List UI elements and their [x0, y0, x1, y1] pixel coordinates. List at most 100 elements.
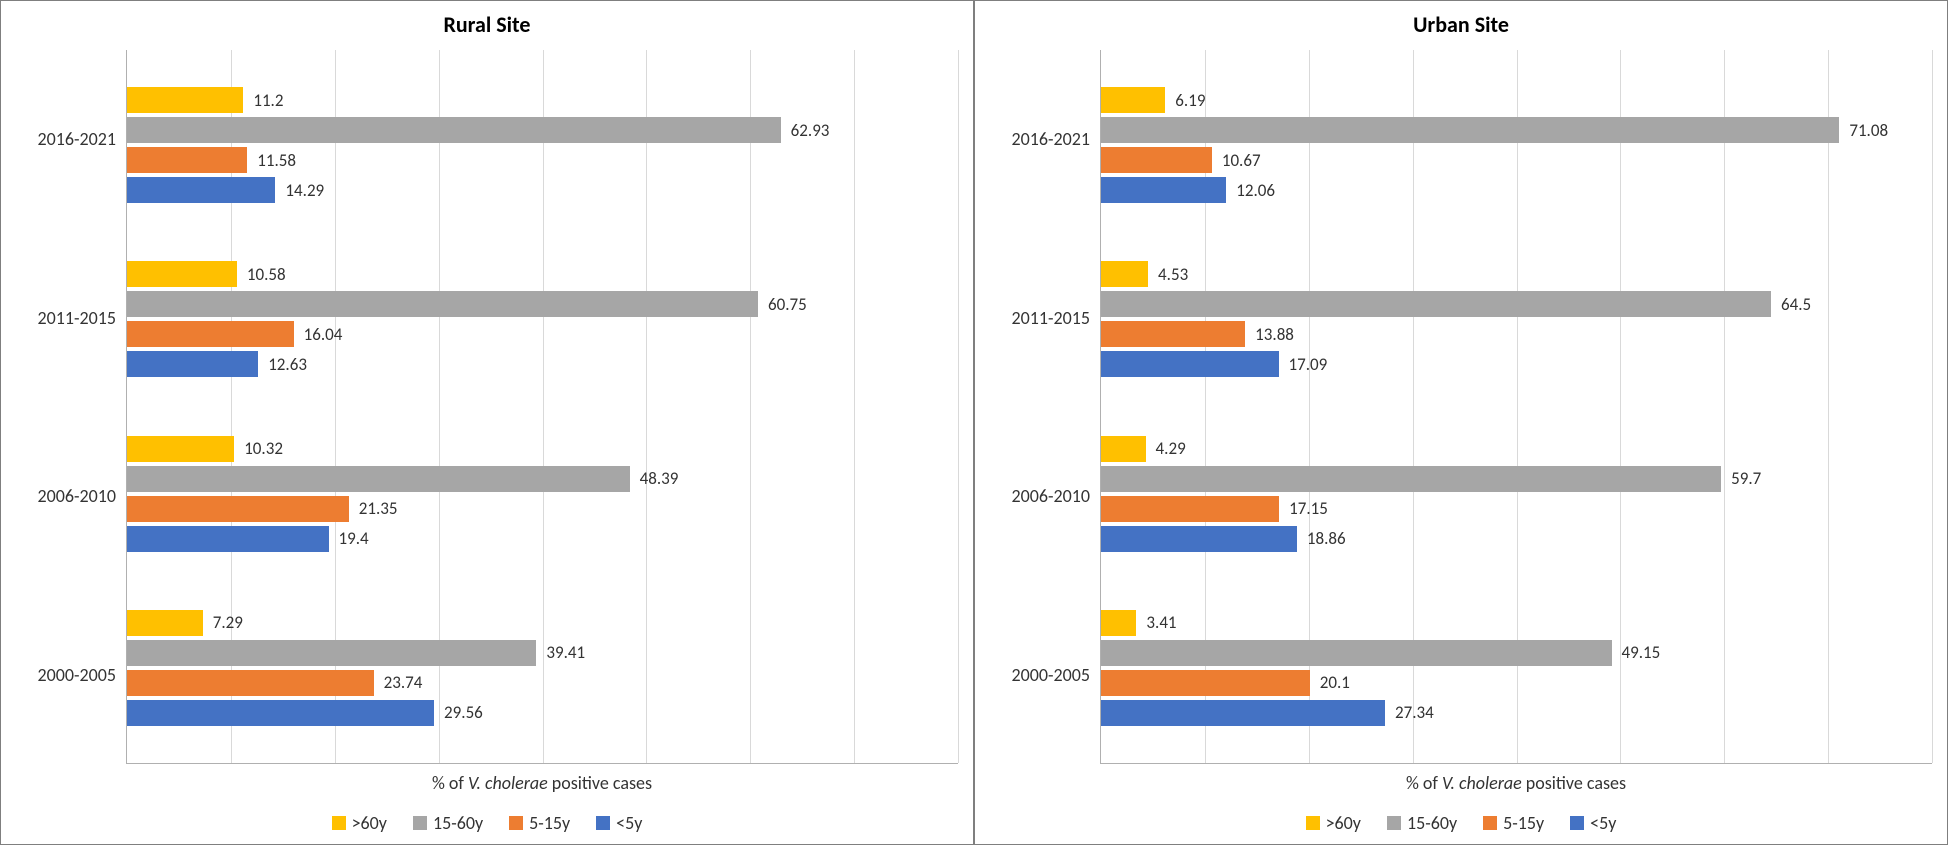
- legend-swatch: [596, 816, 610, 830]
- category-label: 2000-2005: [1012, 610, 1091, 740]
- bar-row: 3.41: [1101, 610, 1932, 636]
- bar: [127, 177, 275, 203]
- bar-value-label: 12.06: [1236, 180, 1275, 201]
- bar: [127, 147, 247, 173]
- bar-row: 13.88: [1101, 321, 1932, 347]
- bar-row: 14.29: [127, 177, 958, 203]
- bar-value-label: 39.41: [546, 642, 585, 663]
- bar-value-label: 6.19: [1175, 90, 1205, 111]
- bar-value-label: 14.29: [285, 180, 324, 201]
- bar-row: 10.58: [127, 261, 958, 287]
- bar-value-label: 62.93: [791, 120, 830, 141]
- bar: [1101, 610, 1136, 636]
- bar-value-label: 7.29: [213, 612, 243, 633]
- bar-value-label: 4.53: [1158, 264, 1188, 285]
- legend-item: 15-60y: [1387, 812, 1457, 834]
- chart-container: Rural Site2016-20212011-20152006-2010200…: [0, 0, 1948, 845]
- bar-row: 71.08: [1101, 117, 1932, 143]
- bar-value-label: 11.2: [253, 90, 283, 111]
- bar-group: 7.29 39.41 23.74 29.56: [127, 602, 958, 734]
- bar: [127, 466, 630, 492]
- x-axis-label-suffix: positive cases: [1522, 772, 1626, 794]
- bar-group: 4.29 59.7 17.15 18.86: [1101, 428, 1932, 560]
- legend: >60y 15-60y 5-15y <5y: [990, 812, 1932, 834]
- legend-item: >60y: [332, 812, 387, 834]
- bar: [1101, 291, 1771, 317]
- bar-value-label: 23.74: [384, 672, 423, 693]
- panel-title: Urban Site: [990, 11, 1932, 38]
- legend-item: <5y: [1570, 812, 1616, 834]
- gridline: [1932, 50, 1933, 763]
- bar-value-label: 10.67: [1222, 150, 1261, 171]
- bar-value-label: 20.1: [1320, 672, 1350, 693]
- bar-row: 18.86: [1101, 526, 1932, 552]
- bar-row: 10.32: [127, 436, 958, 462]
- chart-panel: Urban Site2016-20212011-20152006-2010200…: [974, 0, 1948, 845]
- bar-value-label: 29.56: [444, 702, 483, 723]
- bar-row: 4.53: [1101, 261, 1932, 287]
- bar-value-label: 49.15: [1622, 642, 1661, 663]
- x-axis-label-italic: V. cholerae: [468, 772, 548, 794]
- category-label: 2000-2005: [38, 610, 117, 740]
- x-axis-label-suffix: positive cases: [548, 772, 652, 794]
- bar: [1101, 700, 1385, 726]
- legend-swatch: [332, 816, 346, 830]
- bar-value-label: 17.15: [1289, 498, 1328, 519]
- bar: [1101, 177, 1226, 203]
- bar-value-label: 64.5: [1781, 294, 1811, 315]
- category-label: 2006-2010: [38, 431, 117, 561]
- bar: [127, 117, 781, 143]
- bar-group: 4.53 64.5 13.88 17.09: [1101, 253, 1932, 385]
- bar-row: 4.29: [1101, 436, 1932, 462]
- bar: [1101, 436, 1146, 462]
- bar-value-label: 27.34: [1395, 702, 1434, 723]
- bar-group: 11.2 62.93 11.58 14.29: [127, 79, 958, 211]
- legend-swatch: [1306, 816, 1320, 830]
- legend-item: 5-15y: [1483, 812, 1544, 834]
- bars-region: 11.262.9311.5814.2910.5860.7516.0412.631…: [126, 50, 958, 764]
- bar-row: 60.75: [127, 291, 958, 317]
- bar-row: 17.15: [1101, 496, 1932, 522]
- bar-value-label: 13.88: [1255, 324, 1294, 345]
- bar: [1101, 261, 1148, 287]
- bar: [1101, 321, 1245, 347]
- legend: >60y 15-60y 5-15y <5y: [16, 812, 958, 834]
- bar-value-label: 12.63: [268, 354, 307, 375]
- x-axis-label-prefix: % of: [1406, 772, 1442, 794]
- bar-group: 3.41 49.15 20.1 27.34: [1101, 602, 1932, 734]
- legend-item: 15-60y: [413, 812, 483, 834]
- bar-row: 59.7: [1101, 466, 1932, 492]
- bar: [127, 351, 258, 377]
- x-axis-label: % of V. cholerae positive cases: [990, 772, 1932, 794]
- bar: [127, 610, 203, 636]
- bar-value-label: 71.08: [1849, 120, 1888, 141]
- bar-row: 6.19: [1101, 87, 1932, 113]
- bar-value-label: 10.58: [247, 264, 286, 285]
- legend-label: <5y: [616, 812, 642, 834]
- y-axis: 2016-20212011-20152006-20102000-2005: [990, 50, 1100, 764]
- bar-value-label: 17.09: [1289, 354, 1328, 375]
- legend-label: >60y: [1326, 812, 1361, 834]
- bar: [1101, 496, 1279, 522]
- bar-row: 27.34: [1101, 700, 1932, 726]
- bar: [127, 87, 243, 113]
- bar: [127, 321, 294, 347]
- panel-title: Rural Site: [16, 11, 958, 38]
- legend-swatch: [1387, 816, 1401, 830]
- bar-row: 7.29: [127, 610, 958, 636]
- legend-item: 5-15y: [509, 812, 570, 834]
- bar: [127, 640, 536, 666]
- legend-item: >60y: [1306, 812, 1361, 834]
- chart-panel: Rural Site2016-20212011-20152006-2010200…: [0, 0, 974, 845]
- bar-value-label: 3.41: [1146, 612, 1176, 633]
- plot-area: 2016-20212011-20152006-20102000-200511.2…: [16, 50, 958, 764]
- x-axis-label: % of V. cholerae positive cases: [16, 772, 958, 794]
- bar-row: 11.58: [127, 147, 958, 173]
- bar: [1101, 87, 1165, 113]
- bar: [1101, 640, 1612, 666]
- bar-row: 39.41: [127, 640, 958, 666]
- y-axis: 2016-20212011-20152006-20102000-2005: [16, 50, 126, 764]
- bar-row: 10.67: [1101, 147, 1932, 173]
- category-label: 2006-2010: [1012, 431, 1091, 561]
- bar: [127, 526, 329, 552]
